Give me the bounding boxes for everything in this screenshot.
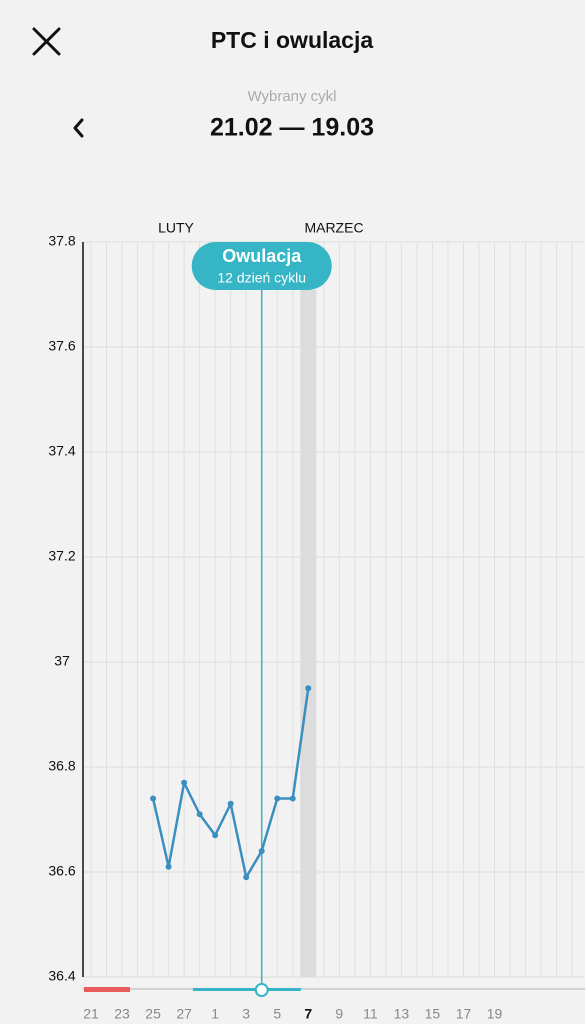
x-tick-label: 1 (211, 1006, 219, 1022)
period-bar (84, 987, 130, 992)
x-tick-label: 15 (425, 1006, 441, 1022)
ovulation-title: Owulacja (222, 246, 302, 266)
month-label: LUTY (158, 220, 194, 236)
y-tick-label: 36.6 (48, 863, 75, 879)
x-tick-label: 3 (242, 1006, 250, 1022)
y-tick-label: 37.8 (48, 233, 75, 249)
x-tick-label: 19 (487, 1006, 503, 1022)
x-tick-label: 13 (394, 1006, 410, 1022)
x-tick-label: 11 (363, 1006, 378, 1022)
x-tick-label: 23 (114, 1006, 130, 1022)
temperature-point (212, 832, 219, 839)
x-tick-label: 7 (304, 1006, 312, 1022)
temperature-point (165, 863, 172, 870)
close-button[interactable] (32, 27, 61, 56)
temperature-point (274, 795, 281, 802)
y-tick-label: 37.6 (48, 338, 75, 354)
x-tick-label: 9 (335, 1006, 343, 1022)
temperature-point (243, 874, 250, 881)
cycle-range: 21.02 — 19.03 (210, 114, 374, 142)
y-tick-label: 37.2 (48, 548, 75, 564)
temperature-point (150, 795, 157, 802)
fertile-bar (193, 988, 301, 991)
temperature-point (227, 800, 234, 807)
y-tick-label: 37.4 (48, 443, 75, 459)
temperature-point (305, 685, 312, 692)
cycle-label: Wybrany cykl (247, 88, 336, 105)
ovulation-marker (254, 983, 269, 997)
x-tick-label: 17 (456, 1006, 472, 1022)
ovulation-badge (191, 242, 332, 290)
temperature-point (258, 848, 265, 854)
plot: 36.436.636.83737.237.437.637.8Owulacja12… (48, 233, 585, 1022)
x-tick-label: 5 (273, 1006, 281, 1022)
x-tick-label: 25 (145, 1006, 161, 1022)
temperature-point (196, 811, 203, 818)
y-tick-label: 36.8 (48, 758, 75, 774)
ovulation-subtitle: 12 dzień cyklu (217, 270, 306, 286)
back-button[interactable] (73, 118, 84, 138)
month-label: MARZEC (304, 220, 363, 236)
y-tick-label: 36.4 (48, 968, 75, 984)
temperature-point (181, 779, 188, 786)
y-tick-label: 37 (54, 653, 70, 669)
title: PTC i owulacja (211, 27, 374, 53)
temperature-point (289, 795, 296, 802)
x-tick-label: 27 (176, 1006, 192, 1022)
x-tick-label: 21 (83, 1006, 99, 1022)
